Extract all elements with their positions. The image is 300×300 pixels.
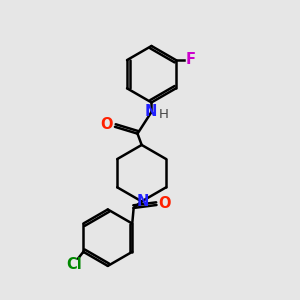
Text: H: H xyxy=(159,108,169,121)
Text: N: N xyxy=(145,104,157,119)
Text: Cl: Cl xyxy=(66,257,82,272)
Text: N: N xyxy=(136,194,149,209)
Text: O: O xyxy=(158,196,171,211)
Text: F: F xyxy=(185,52,195,67)
Text: O: O xyxy=(101,117,113,132)
